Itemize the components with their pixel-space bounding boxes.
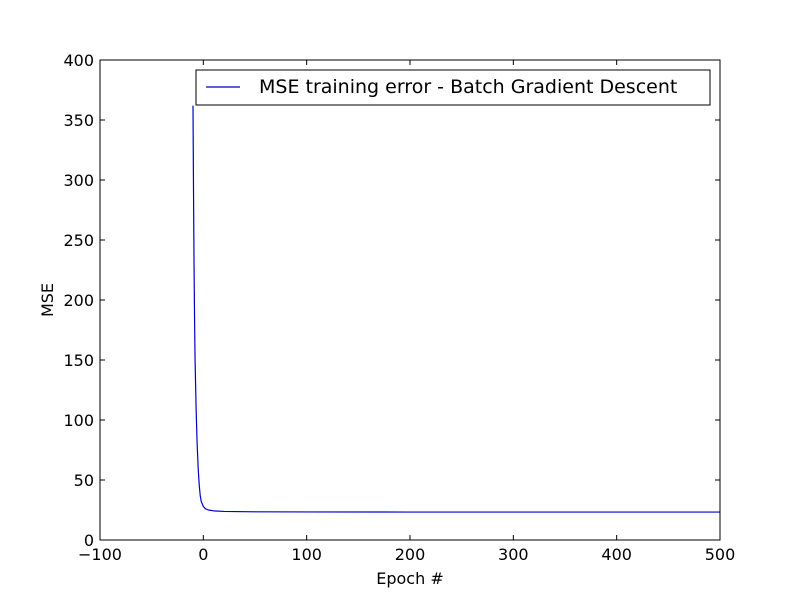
x-tick-label: 200 xyxy=(395,545,426,564)
x-tick-label: 300 xyxy=(498,545,529,564)
y-axis-label: MSE xyxy=(38,283,57,317)
y-tick-label: 350 xyxy=(63,111,94,130)
x-tick-label: 0 xyxy=(198,545,208,564)
legend-box xyxy=(195,69,711,106)
tick-labels: −100 0 100 200 300 400 50005010015020025030035… xyxy=(63,51,735,564)
plot-area xyxy=(100,60,720,540)
x-tick-label: 400 xyxy=(601,545,632,564)
y-tick-label: 200 xyxy=(63,291,94,310)
plot-frame xyxy=(99,59,721,541)
x-tick-label: −100 xyxy=(78,545,122,564)
series-line-mse xyxy=(192,105,720,513)
y-tick-label: 300 xyxy=(63,171,94,190)
y-tick-label: 100 xyxy=(63,411,94,430)
legend: MSE training error - Batch Gradient Desc… xyxy=(195,69,711,106)
y-tick-label: 250 xyxy=(63,231,94,250)
x-tick-label: 500 xyxy=(705,545,736,564)
y-tick-label: 0 xyxy=(84,531,94,550)
x-tick-label: 100 xyxy=(291,545,322,564)
y-tick-label: 50 xyxy=(74,471,94,490)
legend-label: MSE training error - Batch Gradient Desc… xyxy=(259,76,677,98)
series-layer xyxy=(192,105,720,513)
y-tick-label: 150 xyxy=(63,351,94,370)
x-axis-label: Epoch # xyxy=(376,569,443,588)
y-tick-label: 400 xyxy=(63,51,94,70)
